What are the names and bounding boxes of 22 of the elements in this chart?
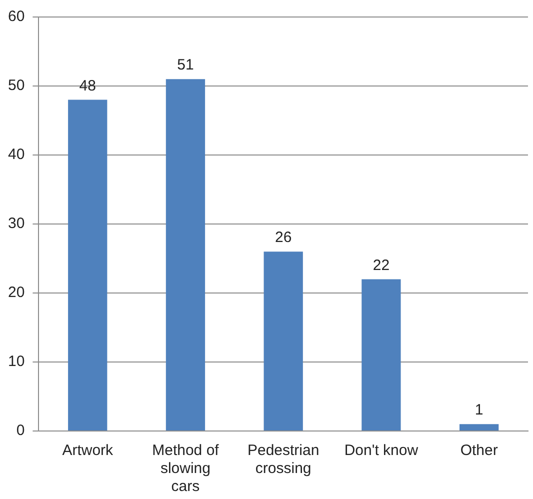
bar: [68, 100, 108, 430]
bar: [264, 252, 303, 430]
x-tick-label: Method of slowing cars: [152, 442, 220, 496]
data-label: 1: [474, 402, 484, 419]
data-label: 48: [79, 77, 96, 94]
data-label: 22: [372, 256, 390, 274]
x-tick-label: Other: [460, 442, 498, 460]
x-tick-label: Artwork: [62, 442, 114, 460]
bar: [459, 424, 499, 430]
y-tick-label: 60: [8, 8, 25, 26]
y-tick-label: 10: [8, 353, 25, 370]
x-tick-label: Don't know: [344, 442, 418, 460]
data-label: 51: [177, 56, 194, 74]
bar: [362, 279, 401, 430]
y-tick-label: 50: [8, 77, 25, 94]
x-tick-label: Pedestrian crossing: [247, 442, 320, 478]
y-tick-label: 30: [8, 215, 25, 232]
y-tick-label: 40: [8, 146, 25, 164]
y-tick-label: 20: [8, 284, 25, 302]
bar: [166, 79, 206, 430]
y-tick-label: 0: [16, 422, 25, 440]
data-label: 26: [275, 229, 292, 246]
